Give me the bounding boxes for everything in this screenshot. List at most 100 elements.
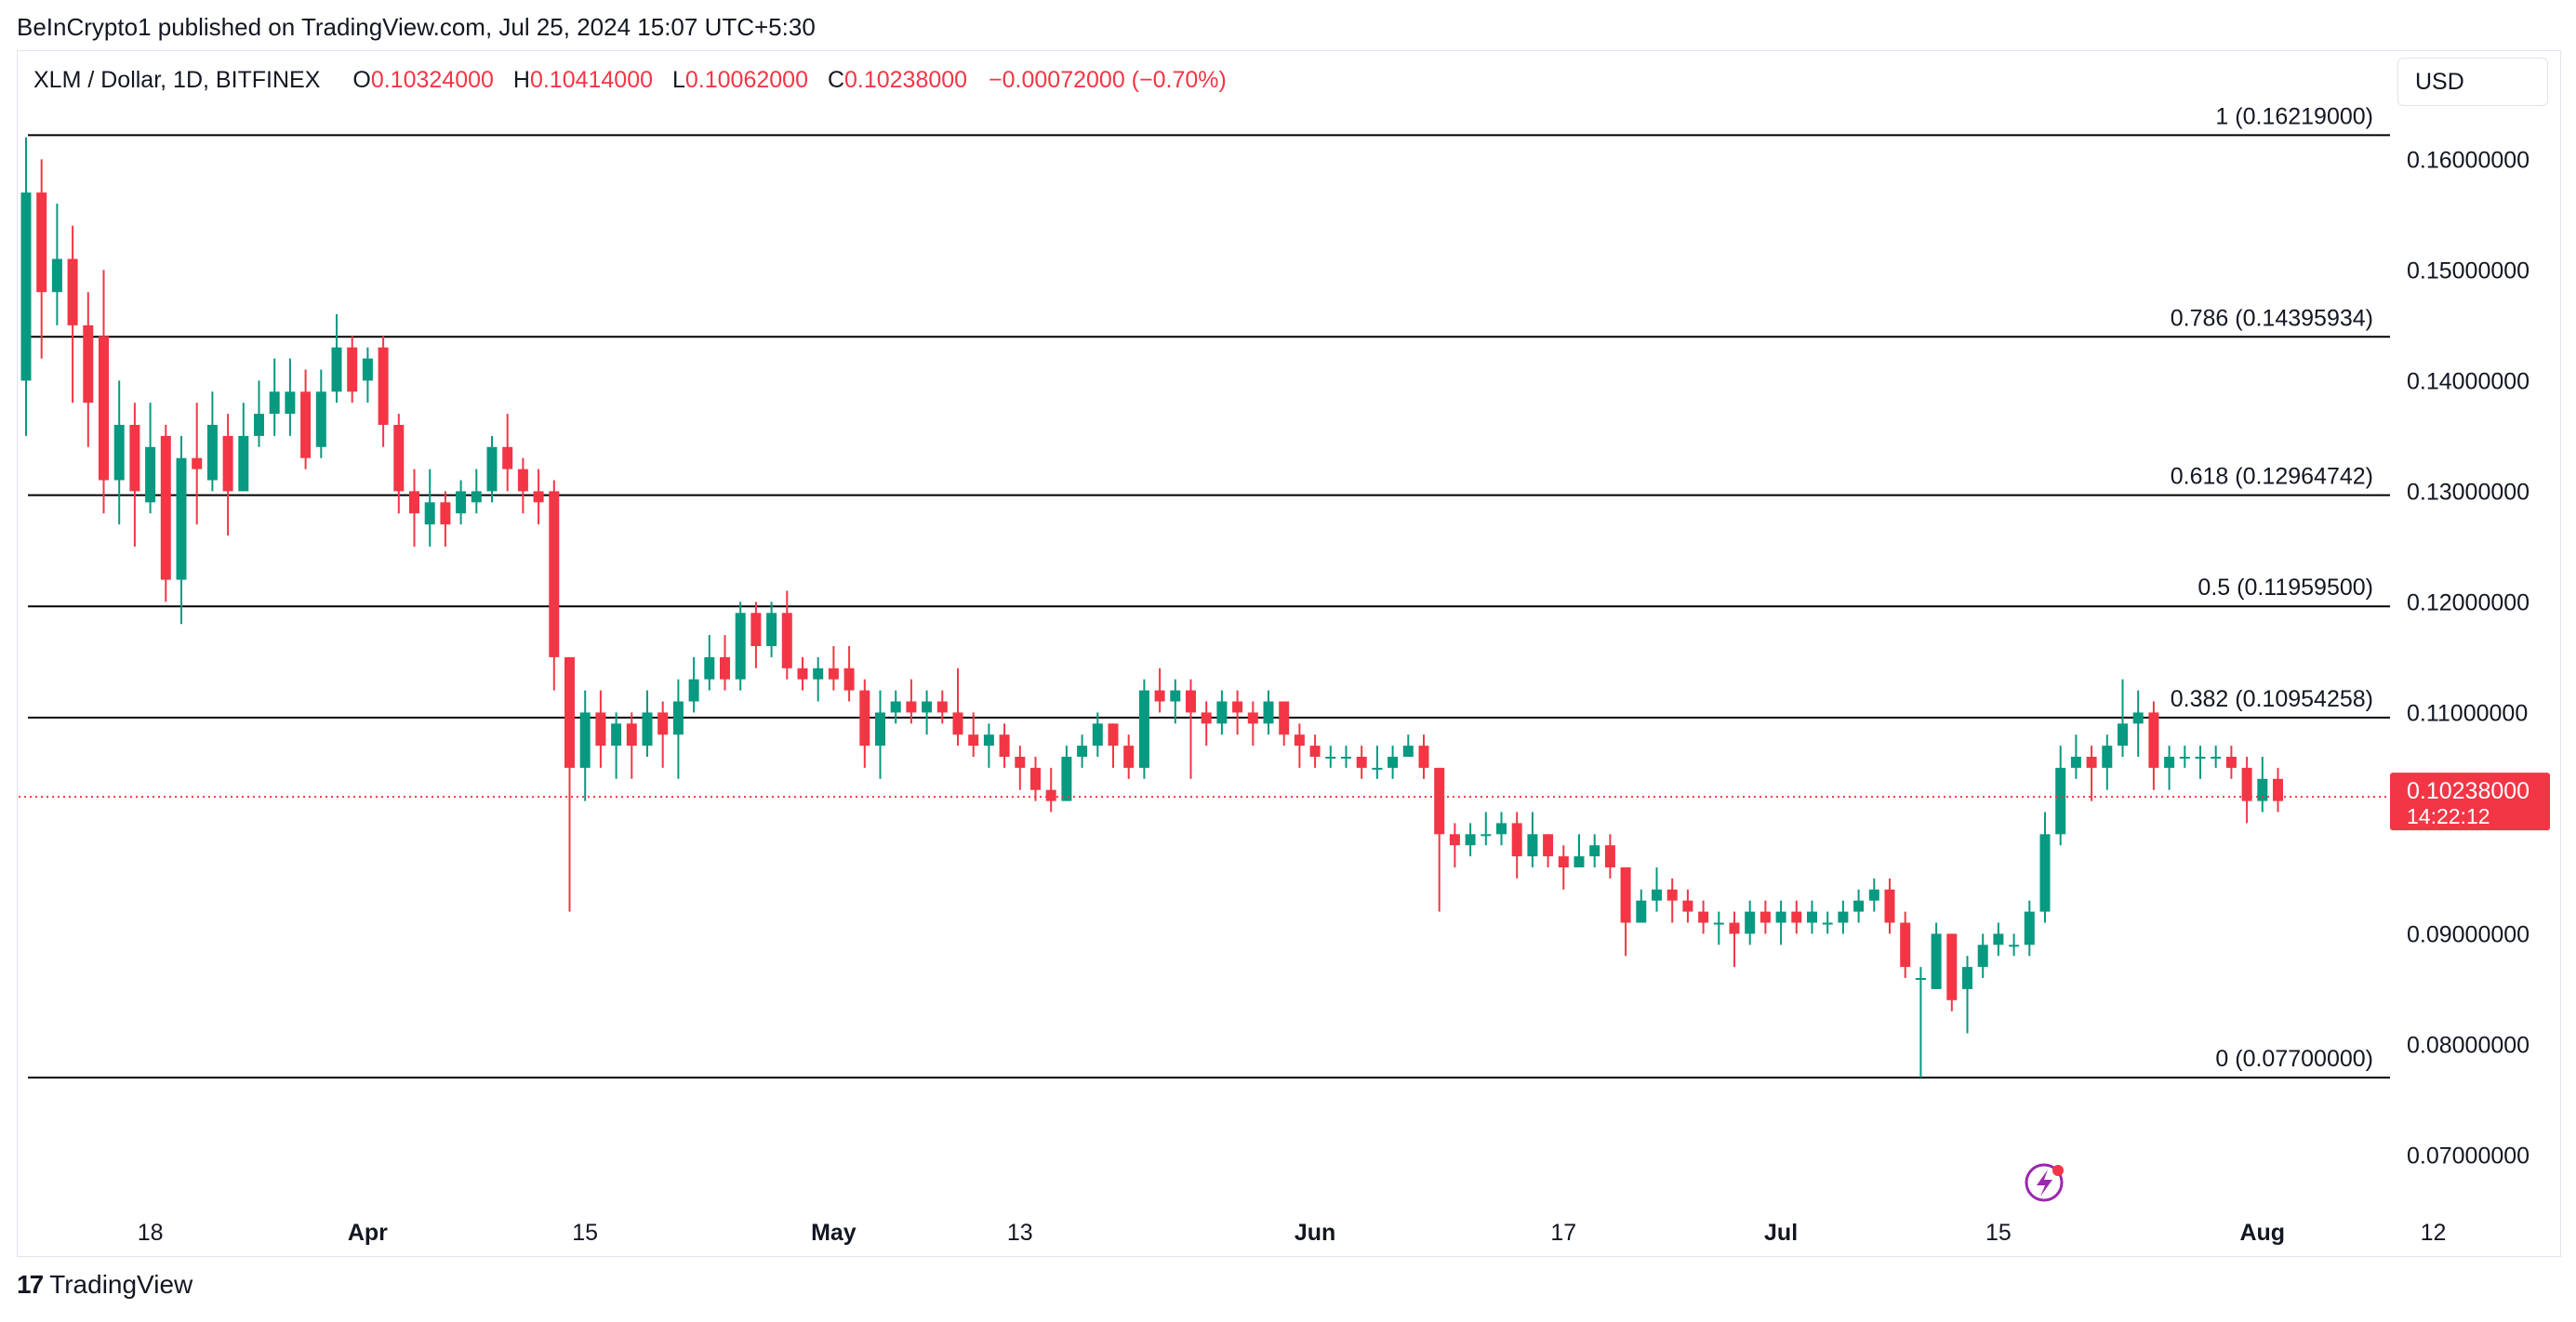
candle	[206, 391, 218, 492]
candle	[1279, 701, 1290, 747]
low-value: 0.10062000	[684, 67, 808, 93]
candle	[2102, 734, 2113, 790]
candle-body	[1745, 911, 1756, 934]
time-axis: 18 Apr 15 May 13 Jun 17 Jul 15 Aug 12	[138, 1220, 2447, 1246]
candle-body	[1822, 922, 1833, 925]
candle	[362, 347, 373, 403]
candle	[611, 712, 622, 779]
candle-body	[1527, 834, 1538, 857]
time-tick-label: 12	[2421, 1220, 2447, 1246]
candle-body	[1884, 889, 1895, 923]
candle	[456, 480, 467, 525]
candle	[1682, 889, 1693, 923]
candle-body	[1341, 757, 1351, 759]
footer: 17 TradingView	[17, 1270, 193, 1300]
currency-selector[interactable]: USD	[2397, 58, 2548, 106]
high-label: H	[512, 67, 530, 93]
candle-body	[2024, 911, 2035, 945]
candle-body	[1388, 757, 1399, 768]
candle-body	[222, 435, 233, 492]
candle	[843, 646, 855, 702]
candle-body	[1807, 911, 1817, 923]
candle	[1186, 679, 1196, 779]
candle-body	[1931, 933, 1942, 989]
candle-body	[1077, 746, 1088, 757]
candle	[1620, 867, 1631, 957]
candle	[1511, 812, 1522, 879]
high-value: 0.10414000	[529, 67, 654, 93]
price-tick-label: 0.07000000	[2407, 1143, 2530, 1169]
fibonacci-levels: 1 (0.16219000) 0.786 (0.14395934) 0.618 (0…	[28, 103, 2390, 1079]
candle	[1652, 867, 1662, 912]
candle-body	[1652, 889, 1662, 901]
candle-body	[1791, 911, 1802, 923]
candle	[2257, 757, 2268, 813]
candle	[1604, 834, 1615, 879]
candle-body	[1759, 911, 1771, 923]
candle	[1543, 834, 1554, 867]
fib-level-label: 0.786 (0.14395934)	[2171, 305, 2373, 331]
candle	[922, 690, 933, 735]
candle	[549, 480, 560, 691]
candle	[300, 369, 312, 469]
candle	[1496, 812, 1507, 846]
brand-name[interactable]: TradingView	[49, 1270, 193, 1299]
price-axis: 0.16000000 0.15000000 0.14000000 0.13000000…	[2407, 147, 2530, 1169]
candle	[1465, 823, 1476, 857]
candle	[1388, 746, 1399, 779]
candle	[2024, 900, 2035, 957]
candle-body	[502, 446, 513, 469]
candle-body	[720, 656, 730, 680]
lightning-icon-bolt	[2037, 1170, 2052, 1196]
candle	[2039, 812, 2051, 923]
candle-body	[145, 446, 156, 503]
candle	[20, 137, 32, 436]
candle	[2118, 679, 2128, 757]
close-value: 0.10238000	[844, 67, 968, 93]
candle	[99, 270, 109, 514]
candle-body	[254, 414, 264, 436]
candle-body	[688, 679, 699, 702]
candle-body	[875, 712, 885, 747]
candle	[2241, 757, 2252, 824]
candle	[254, 380, 264, 447]
candle	[315, 369, 326, 458]
candle-body	[1962, 967, 1972, 989]
candle	[1341, 746, 1351, 768]
candle	[347, 336, 358, 403]
symbol-name[interactable]: XLM / Dollar, 1D, BITFINEX	[33, 67, 321, 93]
candle-body	[1604, 845, 1615, 867]
candle-body	[781, 613, 792, 668]
candle-body	[424, 502, 435, 525]
candle-body	[642, 712, 653, 747]
candle	[936, 690, 948, 724]
tradingview-logo-icon[interactable]: 17	[17, 1270, 44, 1299]
candle	[1698, 900, 1709, 934]
candle-body	[968, 734, 979, 747]
open-label: O	[352, 67, 371, 93]
candle	[67, 225, 78, 403]
candle	[1030, 757, 1041, 801]
candle-body	[1900, 922, 1911, 968]
publication-attribution: BeInCrypto1 published on TradingView.com…	[17, 13, 816, 41]
candle-body	[1682, 900, 1693, 912]
candle-body	[2225, 757, 2237, 768]
candle-body	[1170, 690, 1181, 702]
lightning-icon-ring	[2025, 1163, 2064, 1202]
candle	[2086, 746, 2097, 801]
candle	[1838, 900, 1849, 934]
last-price-badge	[2390, 773, 2550, 831]
candle-body	[300, 391, 312, 458]
chart-frame	[17, 50, 2561, 1257]
candle	[1294, 723, 1305, 768]
candle-body	[1698, 911, 1709, 923]
candle-body	[331, 347, 342, 392]
fib-level-label: 0.5 (0.11959500)	[2198, 575, 2373, 601]
time-tick-label: 17	[1550, 1220, 1576, 1246]
candle-body	[2273, 778, 2283, 801]
candle-body	[1620, 867, 1631, 923]
candle	[1993, 922, 2004, 957]
candle	[1636, 889, 1647, 923]
candle	[1263, 690, 1274, 735]
